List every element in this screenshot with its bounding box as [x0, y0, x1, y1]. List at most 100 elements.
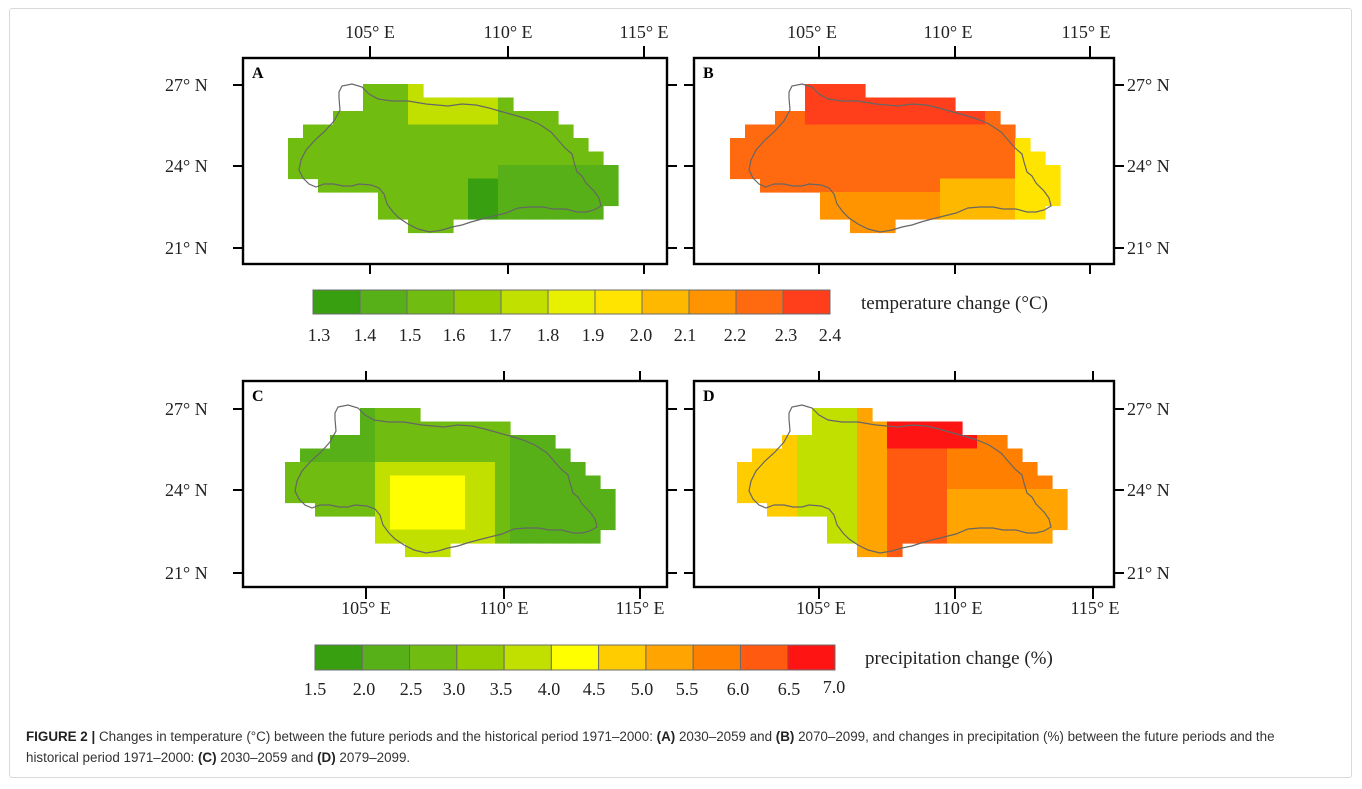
panel-a-grid-cells [288, 84, 619, 234]
grid-cell [820, 84, 836, 99]
grid-cell [573, 151, 589, 166]
grid-cell [947, 516, 963, 531]
grid-cell [910, 165, 926, 180]
grid-cell [420, 489, 436, 504]
grid-cell [543, 178, 559, 193]
caption-text: 2079–2099. [335, 750, 411, 765]
lon-label: 115° E [619, 22, 668, 42]
grid-cell [872, 475, 888, 490]
grid-cell [827, 421, 843, 436]
grid-cell [812, 502, 828, 517]
grid-cell [752, 475, 768, 490]
grid-cell [585, 489, 601, 504]
grid-cell [887, 421, 903, 436]
lat-label: 24° N [165, 480, 208, 500]
grid-cell [940, 151, 956, 166]
grid-cell [333, 151, 349, 166]
temp-tick: 1.9 [582, 325, 605, 345]
grid-cell [917, 529, 933, 544]
grid-cell [405, 489, 421, 504]
grid-cell [468, 111, 484, 126]
grid-cell [330, 462, 346, 477]
grid-cell [895, 97, 911, 112]
grid-cell [985, 205, 1001, 220]
grid-cell [940, 192, 956, 207]
grid-cell [820, 165, 836, 180]
legend-swatch [645, 644, 694, 671]
grid-cell [880, 151, 896, 166]
grid-cell [887, 475, 903, 490]
grid-cell [303, 124, 319, 139]
grid-cell [805, 165, 821, 180]
grid-cell [438, 138, 454, 153]
legend-swatch [550, 644, 600, 671]
grid-cell [775, 151, 791, 166]
grid-cell [835, 178, 851, 193]
grid-cell [940, 111, 956, 126]
grid-cell [543, 111, 559, 126]
grid-cell [925, 151, 941, 166]
grid-cell [1007, 516, 1023, 531]
grid-cell [333, 124, 349, 139]
grid-cell [925, 205, 941, 220]
grid-cell [842, 489, 858, 504]
grid-cell [947, 502, 963, 517]
grid-cell [767, 448, 783, 463]
grid-cell [1015, 165, 1031, 180]
grid-cell [910, 205, 926, 220]
grid-cell [805, 151, 821, 166]
grid-cell [435, 516, 451, 531]
grid-cell [498, 178, 514, 193]
grid-cell [895, 138, 911, 153]
grid-cell [820, 124, 836, 139]
panel-c: C [241, 379, 669, 589]
grid-cell [390, 475, 406, 490]
panel-a-frame [241, 56, 669, 266]
grid-cell [498, 97, 514, 112]
grid-cell [730, 138, 746, 153]
grid-cell [910, 151, 926, 166]
grid-cell [887, 529, 903, 544]
legend-swatch [500, 289, 549, 315]
grid-cell [992, 502, 1008, 517]
grid-cell [1030, 205, 1046, 220]
grid-cell [495, 502, 511, 517]
grid-cell [453, 178, 469, 193]
grid-cell [468, 192, 484, 207]
grid-cell [390, 448, 406, 463]
grid-cell [985, 178, 1001, 193]
grid-cell [438, 151, 454, 166]
grid-cell [420, 448, 436, 463]
grid-cell [318, 124, 334, 139]
grid-cell [315, 448, 331, 463]
grid-cell [857, 489, 873, 504]
panel-d-basin-boundary [748, 404, 1052, 554]
grid-cell [513, 165, 529, 180]
grid-cell [423, 111, 439, 126]
legend-swatch [688, 289, 737, 315]
grid-cell [857, 502, 873, 517]
grid-cell [782, 448, 798, 463]
grid-cell [827, 408, 843, 423]
panel-d: D [692, 379, 1116, 589]
grid-cell [378, 124, 394, 139]
grid-cell [895, 165, 911, 180]
grid-cell [360, 462, 376, 477]
grid-cell [857, 448, 873, 463]
grid-cell [925, 178, 941, 193]
grid-cell [438, 219, 454, 234]
precipitation-legend-swatches [314, 644, 836, 671]
grid-cell [555, 462, 571, 477]
temp-tick: 1.4 [354, 325, 377, 345]
grid-cell [1045, 165, 1061, 180]
grid-cell [498, 192, 514, 207]
legend-swatch [456, 644, 505, 671]
grid-cell [775, 124, 791, 139]
grid-cell [513, 124, 529, 139]
grid-cell [842, 475, 858, 490]
temp-tick: 2.4 [819, 325, 842, 345]
temp-tick: 1.6 [443, 325, 466, 345]
grid-cell [573, 192, 589, 207]
grid-cell [835, 111, 851, 126]
grid-cell [450, 475, 466, 490]
